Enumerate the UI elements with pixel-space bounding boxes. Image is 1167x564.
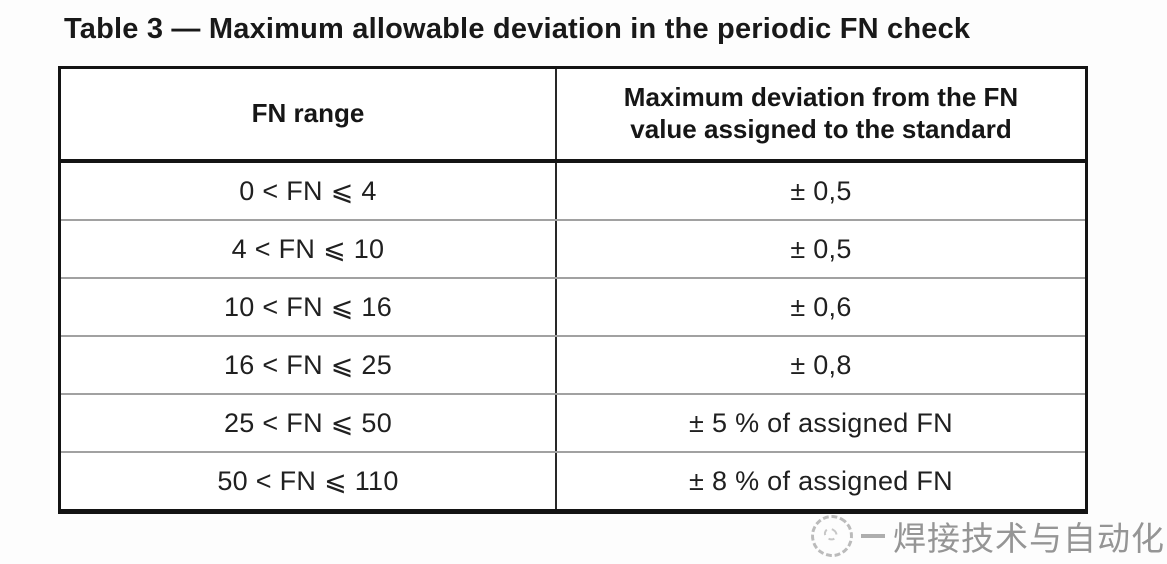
table-row: 16 < FN ⩽ 25 ± 0,8 [61,335,1085,393]
table-row: 4 < FN ⩽ 10 ± 0,5 [61,219,1085,277]
cell-fn-range: 10 < FN ⩽ 16 [61,279,557,335]
cell-deviation: ± 5 % of assigned FN [689,407,953,438]
header-max-deviation-label: Maximum deviation from the FN value assi… [623,82,1019,144]
cell-deviation: ± 0,5 [790,175,852,206]
watermark: 焊接技术与自动化 [803,507,1165,564]
watermark-dashed-circle-icon [803,507,861,564]
header-max-deviation: Maximum deviation from the FN value assi… [557,69,1085,159]
cell-deviation: ± 0,8 [790,349,852,380]
cell-fn-range: 4 < FN ⩽ 10 [61,221,557,277]
header-fn-range: FN range [61,69,557,159]
cell-fn-range: 25 < FN ⩽ 50 [61,395,557,451]
table-row: 25 < FN ⩽ 50 ± 5 % of assigned FN [61,393,1085,451]
cell-fn-range: 0 < FN ⩽ 4 [61,163,557,219]
fn-deviation-table: FN range Maximum deviation from the FN v… [58,66,1088,514]
watermark-text: 焊接技术与自动化 [893,520,1165,557]
cell-deviation: ± 0,6 [790,291,852,322]
cell-fn-range: 50 < FN ⩽ 110 [61,453,557,509]
cell-deviation: ± 8 % of assigned FN [689,465,953,496]
cell-fn-range: 16 < FN ⩽ 25 [61,337,557,393]
table-row: 0 < FN ⩽ 4 ± 0,5 [61,163,1085,219]
watermark-dash-icon [861,534,885,538]
table-header-row: FN range Maximum deviation from the FN v… [61,69,1085,163]
table-caption: Table 3 — Maximum allowable deviation in… [64,13,971,45]
table-row: 50 < FN ⩽ 110 ± 8 % of assigned FN [61,451,1085,509]
table-row: 10 < FN ⩽ 16 ± 0,6 [61,277,1085,335]
header-fn-range-label: FN range [251,98,365,129]
cell-deviation: ± 0,5 [790,233,852,264]
